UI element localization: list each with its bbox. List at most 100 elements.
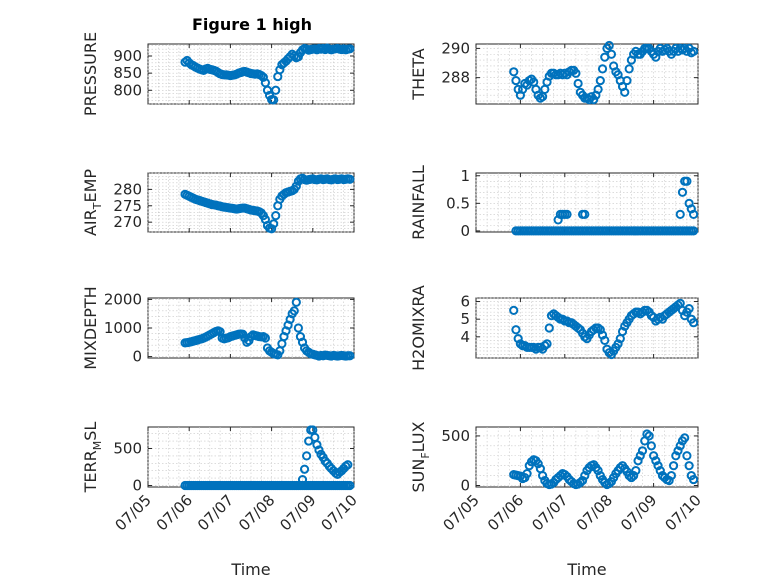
- sun-flux-data-point: [655, 466, 665, 476]
- h2omixra-data-point: [600, 335, 610, 345]
- h2omixra-data-point: [544, 323, 554, 333]
- air-temp-data-point: [267, 224, 277, 234]
- h2omixra-ylabel: H2OMIXRA: [409, 285, 428, 371]
- air-temp-data-point: [269, 219, 279, 229]
- pressure-ylabel: PRESSURE: [81, 32, 100, 116]
- sun-flux-data-point: [688, 474, 699, 485]
- theta-data-point: [604, 40, 614, 51]
- sun-flux-data-point: [680, 433, 690, 443]
- subplot-sun-flux: 0 500 07/05 07/06 07/07 07/08 07/09 07/10 Time SU…: [409, 421, 705, 579]
- terr-msl-xtick-label: 07/09: [276, 491, 319, 534]
- sun-flux-data-point: [682, 451, 692, 461]
- pressure-data-point: [275, 65, 285, 75]
- theta-data-point: [597, 64, 608, 74]
- sun-flux-data-point: [671, 451, 681, 461]
- terr-msl-xtick-label: 07/10: [318, 491, 361, 534]
- sun-flux-data-point: [637, 446, 648, 456]
- rainfall-data-point: [677, 187, 688, 197]
- sun-flux-data-point: [649, 451, 659, 461]
- sun-flux-data-point: [644, 431, 654, 441]
- terr-msl-data-point: [343, 460, 353, 470]
- terr-msl-xtick-label: 07/06: [153, 491, 196, 534]
- mixdepth-ytick-label: 1000: [104, 319, 142, 337]
- air-temp-data-point: [271, 211, 281, 221]
- theta-ytick-label: 290: [441, 39, 470, 57]
- sun-flux-xtick-label: 07/06: [484, 491, 527, 534]
- mixdepth-data-point: [260, 333, 271, 343]
- pressure-ytick-label: 900: [113, 47, 142, 65]
- air-temp-data-point: [291, 181, 301, 191]
- pressure-data-point: [262, 85, 273, 95]
- theta-data-point: [593, 84, 603, 94]
- figure-title: Figure 1 high: [192, 15, 312, 34]
- sun-flux-data-point: [666, 470, 676, 481]
- theta-ytick-label: 288: [441, 69, 470, 87]
- theta-data-point: [624, 64, 634, 74]
- air-temp-ylabel: AIRTEMP: [81, 169, 104, 236]
- h2omixra-ytick-label: 5: [460, 310, 470, 328]
- rainfall-data-point: [682, 176, 692, 186]
- air-temp-ytick-label: 270: [113, 213, 142, 231]
- theta-data-point: [589, 95, 599, 105]
- sun-flux-data-point: [653, 461, 663, 471]
- sun-flux-ytick-label: 500: [441, 427, 470, 445]
- rainfall-data-point: [562, 209, 572, 219]
- subplot-h2omixra: 456 H2OMIXRA: [409, 285, 699, 371]
- sun-flux-ytick-label: 0: [460, 477, 470, 495]
- terr-msl-ytick-label: 500: [113, 439, 142, 457]
- air-temp-ytick-label: 280: [113, 180, 142, 198]
- theta-data-point: [509, 67, 519, 77]
- theta-data-point: [511, 75, 521, 86]
- terr-msl-data-point: [299, 464, 310, 474]
- pressure-ytick-label: 800: [113, 81, 142, 99]
- sun-flux-data-point: [580, 470, 590, 481]
- sun-flux-data-point: [684, 461, 694, 471]
- sun-flux-data-point: [593, 466, 603, 476]
- theta-data-point: [595, 75, 605, 86]
- terr-msl-xlabel: Time: [230, 560, 270, 579]
- sun-flux-xtick-label: 07/05: [440, 491, 483, 534]
- terr-msl-xtick-label: 07/08: [235, 491, 278, 534]
- mixdepth-data-point: [293, 323, 303, 333]
- sun-flux-data-point: [538, 470, 548, 481]
- rainfall-ytick-label: 1: [460, 167, 470, 185]
- theta-data-point: [571, 68, 581, 78]
- mixdepth-data-point: [291, 297, 301, 307]
- rainfall-ylabel: RAINFALL: [409, 165, 428, 240]
- theta-data-point: [620, 87, 630, 97]
- terr-msl-xtick-label: 07/05: [112, 491, 155, 534]
- sun-flux-xtick-label: 07/10: [662, 491, 705, 534]
- terr-msl-data-point: [297, 474, 308, 485]
- h2omixra-data-point: [542, 339, 552, 349]
- h2omixra-ytick-label: 4: [460, 328, 470, 346]
- h2omixra-ytick-label: 6: [460, 293, 470, 311]
- theta-data-point: [606, 49, 617, 59]
- sun-flux-xtick-label: 07/07: [528, 491, 571, 534]
- sun-flux-data-point: [577, 475, 588, 486]
- theta-data-point: [573, 78, 583, 89]
- pressure-data-point: [345, 44, 355, 54]
- rainfall-ytick-label: 0.5: [446, 194, 470, 212]
- subplot-theta: 288 290 THETA: [409, 39, 699, 105]
- mixdepth-ylabel: MIXDEPTH: [81, 286, 100, 369]
- terr-msl-data-point: [314, 445, 324, 455]
- sun-flux-data-point: [633, 456, 643, 466]
- mixdepth-ytick-label: 2000: [104, 290, 142, 308]
- sun-flux-ylabel: SUNFLUX: [409, 421, 432, 492]
- sun-flux-data-point: [668, 461, 679, 471]
- h2omixra-data-point: [511, 325, 521, 335]
- sun-flux-data-point: [533, 459, 543, 469]
- rainfall-data-point: [580, 209, 590, 219]
- sun-flux-data-point: [664, 475, 674, 486]
- theta-ylabel: THETA: [409, 48, 428, 100]
- terr-msl-data-point: [345, 480, 355, 491]
- mixdepth-ytick-label: 0: [132, 348, 142, 366]
- air-temp-data-point: [345, 174, 355, 184]
- air-temp-ytick-label: 275: [113, 197, 142, 215]
- pressure-data-point: [271, 85, 281, 95]
- rainfall-data-point: [688, 209, 699, 219]
- terr-msl-data-point: [312, 440, 322, 450]
